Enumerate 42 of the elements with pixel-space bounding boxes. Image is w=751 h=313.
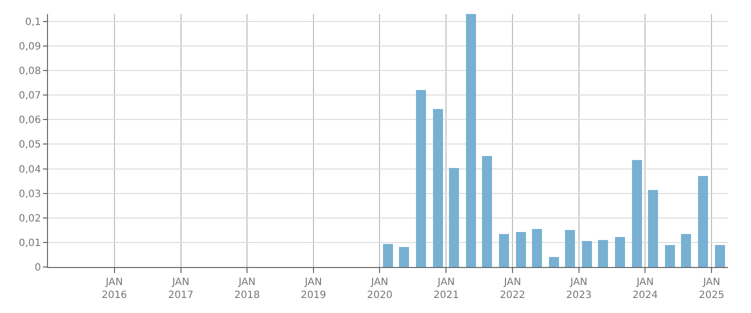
- bar: [482, 156, 492, 267]
- y-tick-label: 0: [34, 262, 41, 274]
- bar: [383, 244, 393, 267]
- x-tick-label: JAN 2016: [102, 277, 128, 301]
- y-tick-label: 0,06: [18, 115, 41, 126]
- bar: [499, 234, 509, 267]
- bar: [565, 230, 575, 267]
- bar: [416, 90, 426, 267]
- bar: [598, 240, 608, 267]
- x-tick-label: JAN 2020: [367, 277, 392, 301]
- y-tick-label: 0,05: [18, 140, 41, 151]
- x-tick-label: JAN 2021: [434, 277, 459, 301]
- bar: [466, 14, 476, 267]
- bar: [532, 229, 542, 267]
- y-tick-label: 0,04: [18, 164, 41, 176]
- y-tick-label: 0,03: [18, 188, 41, 200]
- y-tick-label: 0,1: [25, 16, 41, 28]
- x-tick-label: JAN 2025: [698, 277, 724, 301]
- x-tick-label: JAN 2022: [500, 277, 526, 301]
- bar: [582, 241, 592, 267]
- bar: [549, 257, 559, 267]
- x-tick-label: JAN 2017: [168, 277, 194, 301]
- bar: [681, 234, 691, 267]
- bar: [665, 245, 675, 267]
- y-tick-label: 0,09: [18, 41, 41, 52]
- bar: [433, 109, 443, 267]
- bar: [516, 232, 526, 267]
- bar: [648, 190, 658, 267]
- y-tick-label: 0,08: [18, 66, 41, 77]
- x-tick-label: JAN 2018: [234, 277, 260, 301]
- y-tick-label: 0,01: [18, 238, 41, 249]
- bar: [698, 176, 708, 267]
- bar: [399, 247, 409, 267]
- x-tick-label: JAN 2019: [300, 277, 326, 301]
- x-tick-label: JAN 2023: [566, 277, 592, 301]
- bar: [632, 160, 642, 267]
- y-tick-label: 0,02: [18, 213, 41, 224]
- y-tick-label: 0,07: [18, 90, 41, 102]
- bar: [615, 237, 625, 267]
- x-tick-label: JAN 2024: [632, 277, 658, 301]
- bar: [449, 168, 459, 267]
- bar: [715, 245, 725, 267]
